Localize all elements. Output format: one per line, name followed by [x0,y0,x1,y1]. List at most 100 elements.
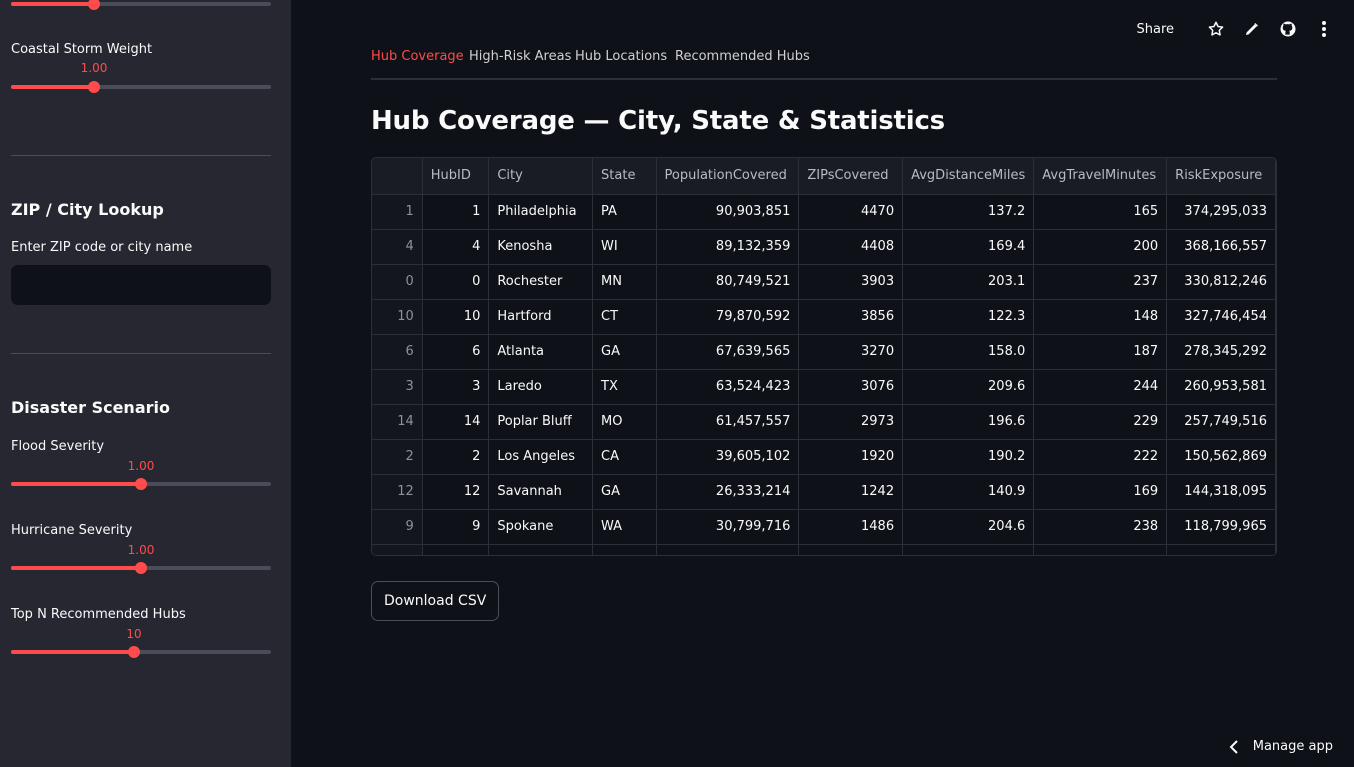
edit-icon[interactable] [1240,17,1264,41]
table-cell[interactable]: 80,749,521 [656,264,800,300]
table-cell[interactable]: Poplar Bluff [488,404,594,440]
table-cell[interactable]: 257,749,516 [1166,404,1276,440]
table-cell[interactable]: 1242 [798,474,904,510]
table-cell[interactable]: 9 [372,509,423,545]
table-cell[interactable]: 4408 [798,229,904,265]
table-cell[interactable]: 89,132,359 [656,229,800,265]
table-cell[interactable]: 196.6 [902,404,1035,440]
column-header-population[interactable]: PopulationCovered [656,158,800,195]
table-cell[interactable]: TX [592,369,657,405]
table-cell[interactable] [592,544,657,555]
table-cell[interactable]: 237 [1033,264,1168,300]
table-cell[interactable]: WI [592,229,657,265]
table-cell[interactable]: CT [592,299,657,335]
table-cell[interactable] [422,544,490,555]
table-row[interactable]: 9 9 Spokane WA 30,799,716 1486 204.6 238 118,799… [372,509,1276,545]
table-cell[interactable]: Los Angeles [488,439,594,475]
table-cell[interactable]: 9 [422,509,490,545]
table-cell[interactable]: 278,345,292 [1166,334,1276,370]
table-cell[interactable]: 150,562,869 [1166,439,1276,475]
column-header-travel[interactable]: AvgTravelMinutes [1033,158,1168,195]
table-cell[interactable]: 1 [372,194,423,230]
table-cell[interactable]: 158.0 [902,334,1035,370]
coastal-storm-slider[interactable] [11,81,271,93]
table-cell[interactable]: 10 [372,299,423,335]
table-cell[interactable] [1033,544,1168,555]
table-cell[interactable]: 3856 [798,299,904,335]
table-cell[interactable]: 204.6 [902,509,1035,545]
column-header-hubid[interactable]: HubID [422,158,490,195]
table-row[interactable]: 12 12 Savannah GA 26,333,214 1242 140.9 169 144,… [372,474,1276,510]
column-header-city[interactable]: City [488,158,594,195]
table-cell[interactable]: MO [592,404,657,440]
table-row[interactable]: 14 14 Poplar Bluff MO 61,457,557 2973 196.6 229… [372,404,1276,440]
table-cell[interactable]: 222 [1033,439,1168,475]
table-cell[interactable]: 2973 [798,404,904,440]
table-cell[interactable]: GA [592,334,657,370]
table-cell[interactable]: Philadelphia [488,194,594,230]
table-cell[interactable] [656,544,800,555]
table-cell[interactable]: 14 [372,404,423,440]
table-cell[interactable]: 3903 [798,264,904,300]
table-cell[interactable]: 30,799,716 [656,509,800,545]
table-cell[interactable]: 165 [1033,194,1168,230]
table-cell[interactable]: Rochester [488,264,594,300]
table-cell[interactable] [1166,544,1276,555]
table-cell[interactable]: MN [592,264,657,300]
table-row[interactable]: 0 0 Rochester MN 80,749,521 3903 203.1 237 330,8… [372,264,1276,300]
table-row[interactable]: 2 2 Los Angeles CA 39,605,102 1920 190.2 222 150… [372,439,1276,475]
table-cell[interactable]: 4470 [798,194,904,230]
table-cell[interactable]: 14 [422,404,490,440]
table-row[interactable] [372,544,1276,555]
table-cell[interactable]: 187 [1033,334,1168,370]
table-cell[interactable]: 26,333,214 [656,474,800,510]
table-cell[interactable]: Kenosha [488,229,594,265]
table-cell[interactable] [488,544,594,555]
hurricane-severity-slider[interactable] [11,562,271,574]
manage-app-button[interactable]: Manage app [1229,739,1333,754]
table-cell[interactable]: 238 [1033,509,1168,545]
table-cell[interactable]: Spokane [488,509,594,545]
slider-thumb[interactable] [88,0,100,10]
table-cell[interactable]: 0 [422,264,490,300]
table-cell[interactable]: 169 [1033,474,1168,510]
table-cell[interactable]: 244 [1033,369,1168,405]
table-cell[interactable] [798,544,904,555]
table-cell[interactable]: 6 [422,334,490,370]
table-cell[interactable]: 6 [372,334,423,370]
table-cell[interactable] [902,544,1035,555]
table-cell[interactable]: 209.6 [902,369,1035,405]
flood-severity-slider[interactable] [11,478,271,490]
table-cell[interactable]: 61,457,557 [656,404,800,440]
table-cell[interactable]: 3 [372,369,423,405]
tab-recommended-hubs[interactable]: Recommended Hubs [675,49,810,64]
slider-thumb[interactable] [135,562,147,574]
table-cell[interactable]: CA [592,439,657,475]
table-cell[interactable]: 2 [372,439,423,475]
table-cell[interactable]: PA [592,194,657,230]
tab-hub-coverage[interactable]: Hub Coverage [371,49,464,64]
more-options-icon[interactable] [1312,17,1336,41]
table-cell[interactable]: 368,166,557 [1166,229,1276,265]
table-cell[interactable]: 190.2 [902,439,1035,475]
table-cell[interactable]: 12 [372,474,423,510]
table-cell[interactable]: 137.2 [902,194,1035,230]
slider-thumb[interactable] [135,478,147,490]
top-n-hubs-slider[interactable] [11,646,271,658]
table-row[interactable]: 1 1 Philadelphia PA 90,903,851 4470 137.2 165 37… [372,194,1276,230]
hub-coverage-table[interactable]: HubID City State PopulationCovered ZIPsC… [371,157,1277,556]
table-cell[interactable]: 200 [1033,229,1168,265]
table-cell[interactable]: 3270 [798,334,904,370]
index-column-header[interactable] [372,158,423,195]
table-row[interactable]: 3 3 Laredo TX 63,524,423 3076 209.6 244 260,953,… [372,369,1276,405]
table-cell[interactable]: Laredo [488,369,594,405]
previous-weight-slider[interactable] [11,0,271,10]
table-cell[interactable]: 118,799,965 [1166,509,1276,545]
table-cell[interactable]: 0 [372,264,423,300]
zip-city-input[interactable] [11,265,271,305]
table-row[interactable]: 4 4 Kenosha WI 89,132,359 4408 169.4 200 368,166… [372,229,1276,265]
table-cell[interactable]: 39,605,102 [656,439,800,475]
table-cell[interactable]: 3 [422,369,490,405]
table-cell[interactable]: 148 [1033,299,1168,335]
table-row[interactable]: 6 6 Atlanta GA 67,639,565 3270 158.0 187 278,345… [372,334,1276,370]
